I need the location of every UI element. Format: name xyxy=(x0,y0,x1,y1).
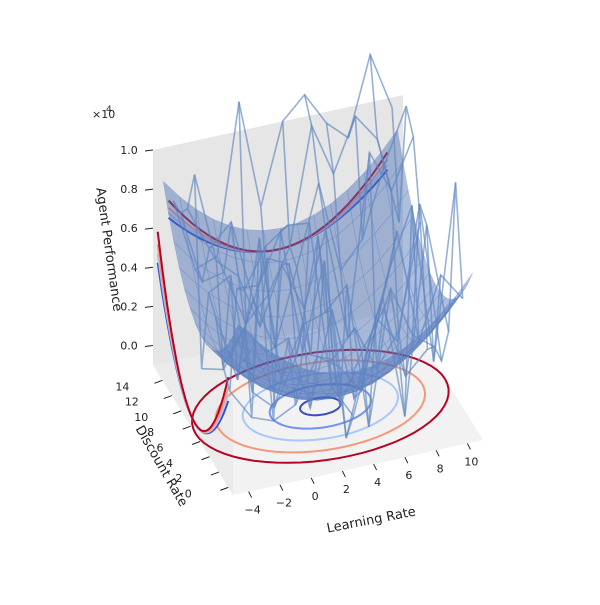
z-tick-label: 1.0 xyxy=(120,144,138,157)
noisy-wireframe xyxy=(172,52,464,439)
surface-facet xyxy=(200,335,224,361)
surface-facet xyxy=(206,323,230,353)
x-tick-mark xyxy=(404,456,409,464)
z-tick-mark xyxy=(144,227,154,230)
surface-facet xyxy=(317,396,340,401)
y-tick-mark xyxy=(182,425,191,430)
z-axis-offset-exponent: 4 xyxy=(106,105,112,115)
surface-facet xyxy=(373,352,397,373)
y-tick-mark xyxy=(173,410,182,415)
left-wall-profile xyxy=(156,231,230,433)
surface-facet xyxy=(346,172,370,223)
y-tick-label: 14 xyxy=(115,380,129,393)
floor-contour-line xyxy=(214,359,427,454)
wireframe-line xyxy=(325,122,398,427)
z-tick-label: 0.0 xyxy=(120,339,138,352)
x-tick-label: 10 xyxy=(464,455,478,468)
floor-contour-line xyxy=(268,382,373,430)
wireframe-line xyxy=(179,114,400,325)
z-tick-label: 0.4 xyxy=(120,261,138,274)
z-tick-mark xyxy=(144,305,154,308)
wall-projection-x xyxy=(156,231,230,435)
y-tick-mark xyxy=(210,471,220,476)
x-tick-mark xyxy=(310,477,315,485)
x-tick-label: 8 xyxy=(437,462,444,475)
y-tick-mark xyxy=(154,379,163,384)
surface-facet xyxy=(178,266,202,307)
x-tick-mark xyxy=(435,450,440,457)
z-tick-mark xyxy=(144,188,154,191)
x-tick-label: −4 xyxy=(245,504,261,517)
y-tick-mark xyxy=(191,441,201,445)
x-tick-label: −2 xyxy=(276,497,292,510)
surface-facet xyxy=(372,366,396,384)
x-axis-ticks: −4 −2 0 2 4 6 8 10 xyxy=(245,443,478,517)
y-tick-label: 2 xyxy=(175,472,182,485)
y-tick-label: 6 xyxy=(157,441,164,454)
wireframe-line xyxy=(186,105,407,351)
surface-facet xyxy=(316,372,340,386)
surface-facet xyxy=(351,297,375,332)
y-tick-mark xyxy=(201,456,210,461)
x-tick-label: 0 xyxy=(312,490,319,503)
wireframe-line xyxy=(391,105,464,364)
surface-facet xyxy=(184,228,208,272)
x-axis-label: Learning Rate xyxy=(326,505,418,537)
y-tick-label: 10 xyxy=(134,411,148,424)
surface-facet xyxy=(212,295,236,329)
back-wall-profile xyxy=(167,151,389,253)
surface-facet xyxy=(173,241,197,285)
x-tick-mark xyxy=(466,443,471,450)
z-tick-label: 0.2 xyxy=(120,300,138,313)
z-tick-mark xyxy=(144,149,154,152)
z-tick-mark xyxy=(144,266,154,269)
y-tick-mark xyxy=(163,395,172,400)
x-tick-mark xyxy=(341,470,346,478)
surface-facet xyxy=(249,377,274,390)
z-tick-label: 0.6 xyxy=(120,222,138,235)
wireframe-line xyxy=(172,52,393,271)
surface-facet xyxy=(422,315,446,342)
wireframe-line xyxy=(347,115,420,417)
surface-facet xyxy=(294,380,318,394)
surface-facet xyxy=(363,258,386,299)
floor-contour-line xyxy=(299,396,342,417)
surface-facet xyxy=(189,308,213,340)
surface-facet xyxy=(277,373,301,390)
surface-facet xyxy=(184,288,208,326)
surface-facet xyxy=(357,233,381,277)
wireframe-line xyxy=(208,235,429,409)
x-tick-label: 2 xyxy=(343,483,350,496)
z-tick-mark xyxy=(144,344,154,347)
surface-facet xyxy=(190,257,214,297)
z-axis-offset-label: ×10 xyxy=(92,108,115,121)
surface-facet xyxy=(317,377,341,392)
y-tick-label: 8 xyxy=(147,426,154,439)
x-tick-label: 6 xyxy=(405,469,412,482)
y-tick-label: 4 xyxy=(166,457,173,470)
wireframe-line xyxy=(201,221,422,371)
surface-facet xyxy=(374,213,398,260)
surface-facet xyxy=(311,395,335,401)
x-tick-mark xyxy=(279,484,284,491)
y-tick-mark xyxy=(220,486,229,491)
surface-facet xyxy=(367,371,390,386)
z-axis-ticks: 0.0 0.2 0.4 0.6 0.8 1.0 xyxy=(120,144,154,352)
x-tick-mark xyxy=(248,491,253,498)
x-tick-mark xyxy=(373,463,378,471)
back-wall-pane xyxy=(153,95,403,365)
y-axis-label: Discount Rate xyxy=(132,423,190,509)
y-tick-label: 12 xyxy=(125,396,139,409)
z-tick-label: 0.8 xyxy=(120,183,138,196)
wireframe-line xyxy=(193,136,415,337)
x-tick-label: 4 xyxy=(374,476,381,489)
z-axis-label: Agent Performance xyxy=(92,187,124,313)
y-tick-label: 0 xyxy=(185,487,192,500)
